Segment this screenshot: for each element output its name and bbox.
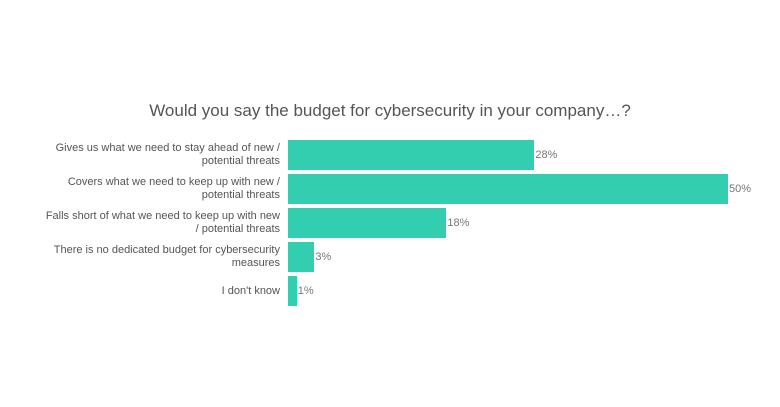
category-label: There is no dedicated budget for cyberse… (53, 244, 280, 269)
category-label: Covers what we need to keep up with new … (67, 176, 280, 201)
bar (288, 276, 297, 306)
category-label: I don't know (221, 284, 280, 297)
category-label: Gives us what we need to stay ahead of n… (55, 142, 280, 167)
bar (288, 208, 447, 238)
bar (288, 174, 728, 204)
chart-title: Would you say the budget for cybersecuri… (149, 101, 631, 120)
bar (288, 140, 535, 170)
value-label: 28% (535, 149, 558, 161)
value-label: 18% (447, 217, 470, 229)
bar (288, 242, 315, 272)
value-label: 50% (729, 183, 752, 195)
value-label: 3% (315, 251, 332, 263)
category-label: Falls short of what we need to keep up w… (45, 210, 280, 235)
value-label: 1% (297, 285, 314, 297)
